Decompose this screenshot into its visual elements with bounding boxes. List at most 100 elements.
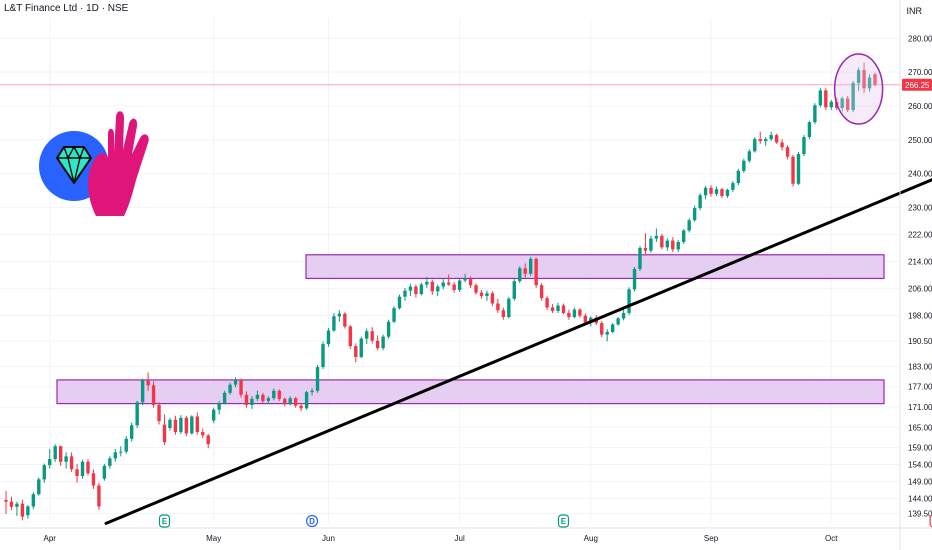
y-tick-label: 198.00 (908, 312, 932, 321)
candle-body (873, 74, 877, 85)
event-label: E (561, 517, 567, 526)
candle (671, 237, 675, 253)
candle (244, 391, 249, 408)
candle (381, 334, 385, 351)
candle (813, 103, 817, 125)
candle-body (397, 296, 402, 309)
candle (228, 382, 232, 395)
candle-body (616, 318, 620, 325)
x-tick-label: May (206, 534, 221, 543)
y-tick-label: 159.00 (908, 444, 932, 453)
candle (578, 308, 582, 318)
candle (250, 396, 254, 410)
candle (468, 276, 473, 288)
candle-body (86, 461, 90, 474)
candle-body (162, 424, 167, 443)
x-tick-label: Jun (322, 534, 335, 543)
candle-body (550, 307, 555, 311)
candle (720, 187, 724, 198)
candle (654, 228, 659, 242)
candle (873, 72, 877, 87)
y-tick-label: 171.00 (908, 403, 932, 412)
candle (638, 245, 642, 272)
candle (359, 336, 363, 359)
candle-body (567, 312, 571, 318)
candle-body (375, 340, 380, 349)
candle-body (539, 285, 544, 299)
candle-body (151, 385, 156, 405)
candle (365, 328, 369, 345)
candle-body (774, 135, 779, 143)
candle-body (146, 380, 150, 386)
y-tick-label: 250.00 (908, 136, 932, 145)
candle-body (758, 139, 762, 142)
candle (151, 381, 156, 408)
y-tick-label: 230.00 (908, 203, 932, 212)
candle-body (190, 416, 194, 434)
event-marker-earnings: E (158, 514, 171, 528)
y-tick-label: 144.00 (908, 494, 932, 503)
candle-body (250, 398, 254, 405)
candle (539, 283, 544, 301)
candle-body (753, 139, 757, 152)
candle (326, 327, 331, 347)
candle (42, 463, 46, 483)
candle-body (725, 189, 730, 196)
candle-body (447, 282, 451, 285)
candle-body (386, 321, 391, 337)
candle-body (299, 405, 303, 409)
candle-body (829, 101, 833, 108)
candle (441, 279, 445, 290)
candle (321, 341, 325, 370)
candle (184, 415, 189, 437)
y-tick-label: 240.00 (908, 170, 932, 179)
trendline-line (104, 178, 932, 525)
event-markers: EDEE (158, 514, 932, 528)
candle (425, 277, 429, 288)
candle-body (528, 258, 533, 274)
candle (490, 291, 495, 307)
candle (162, 414, 167, 445)
candle (567, 309, 571, 320)
candle (807, 120, 812, 140)
candle-body (403, 290, 407, 297)
candle-body (9, 501, 14, 507)
candle (20, 499, 25, 521)
candle (703, 185, 708, 200)
candle (534, 257, 538, 288)
candle-body (496, 303, 500, 311)
candle (769, 131, 773, 142)
time-axis[interactable]: Apr May Jun Jul Aug Sep Oct (43, 534, 838, 543)
candle (195, 412, 199, 435)
candle-body (113, 452, 118, 459)
currency-label: INR (906, 6, 923, 16)
candle-body (392, 308, 396, 322)
candle-body (703, 187, 708, 196)
candle (643, 233, 648, 256)
candle-body (501, 310, 506, 318)
candle (649, 235, 653, 253)
candle-body (769, 135, 773, 140)
candle (447, 274, 451, 286)
candle (600, 321, 604, 338)
candle (140, 378, 145, 405)
candle-body (58, 446, 63, 462)
y-tick-label: 206.00 (908, 285, 932, 294)
candle-body (337, 313, 342, 317)
last-price-label: 266.25 (905, 81, 930, 90)
highlight-circle (833, 53, 884, 125)
candle (332, 312, 336, 332)
candle-body (288, 398, 292, 404)
candle (556, 302, 560, 313)
earnings-badge (557, 514, 570, 528)
candle-body (97, 485, 101, 507)
candle (217, 400, 221, 415)
candle-body (479, 292, 484, 297)
candle-body (665, 240, 670, 248)
y-tick-label: 177.00 (908, 383, 932, 392)
candle-body (468, 279, 473, 286)
candle-body (802, 137, 806, 154)
candle (479, 289, 484, 299)
